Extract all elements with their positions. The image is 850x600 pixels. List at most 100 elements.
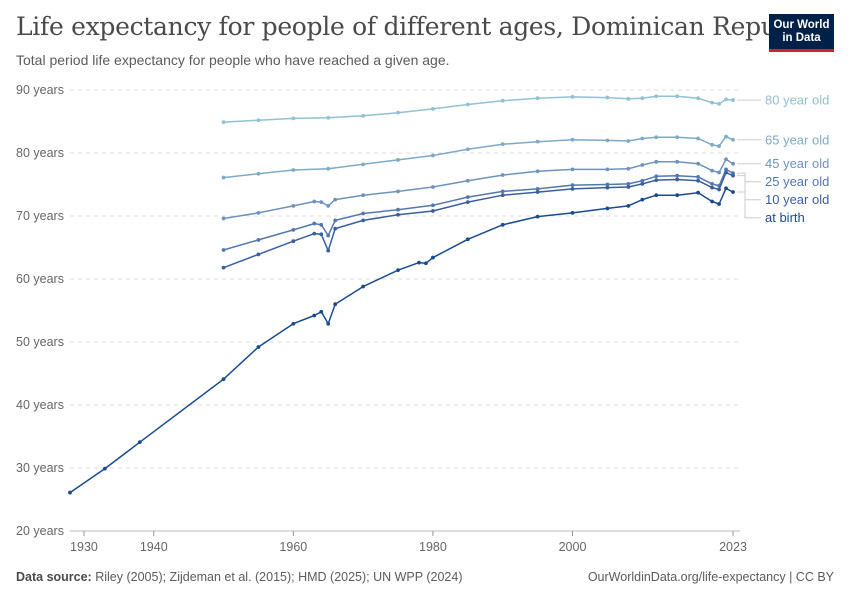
data-point	[256, 118, 261, 123]
data-point	[626, 185, 631, 189]
data-point	[396, 268, 400, 273]
data-point	[724, 167, 728, 172]
data-point	[535, 96, 540, 101]
series-label: 80 year old	[765, 93, 829, 108]
data-point	[724, 134, 728, 139]
data-point	[312, 313, 317, 318]
data-point	[626, 166, 631, 171]
data-point	[465, 147, 470, 152]
data-point	[717, 202, 721, 206]
data-point	[361, 218, 366, 223]
data-point	[361, 113, 366, 118]
data-point	[291, 227, 296, 232]
data-point	[605, 167, 610, 172]
series-line	[69, 187, 734, 494]
data-point	[731, 98, 735, 102]
data-point	[291, 204, 296, 208]
data-point	[68, 490, 72, 495]
data-point	[640, 178, 645, 183]
data-point	[333, 226, 338, 231]
data-point	[724, 157, 728, 162]
data-point	[326, 166, 331, 171]
data-point	[396, 212, 400, 217]
data-point	[431, 185, 435, 189]
credit-link[interactable]: OurWorldinData.org/life-expectancy | CC …	[587, 570, 834, 584]
data-point	[535, 187, 540, 191]
data-point	[319, 232, 324, 237]
data-point	[710, 199, 714, 204]
y-gridlines	[70, 89, 740, 532]
data-point	[221, 377, 226, 382]
data-point	[221, 175, 226, 180]
data-point	[256, 345, 261, 349]
data-source-note: Data source: Riley (2005); Zijdeman et a…	[16, 570, 463, 584]
y-tick-label: 30 years	[16, 461, 64, 475]
data-point	[696, 175, 701, 179]
data-point	[221, 248, 226, 252]
data-point	[326, 321, 331, 326]
data-point	[500, 98, 505, 103]
data-point	[626, 96, 631, 101]
data-point	[396, 189, 400, 194]
data-point	[724, 186, 728, 191]
owid-logo[interactable]: Our World in Data	[769, 14, 834, 52]
data-point	[500, 142, 505, 147]
data-point	[333, 218, 338, 223]
data-point	[291, 239, 296, 244]
data-point	[326, 115, 331, 120]
data-point	[710, 168, 714, 173]
data-point	[319, 309, 324, 314]
data-point	[654, 94, 659, 99]
data-point	[717, 170, 721, 175]
data-point	[640, 181, 645, 186]
data-point	[675, 173, 680, 178]
data-point	[221, 120, 226, 125]
series-line	[223, 95, 734, 123]
data-point	[221, 265, 226, 270]
data-point	[256, 171, 261, 176]
data-point	[675, 94, 680, 99]
data-point	[312, 199, 317, 204]
label-connector	[737, 175, 761, 201]
data-point	[312, 221, 317, 226]
data-point	[626, 204, 631, 208]
data-point	[221, 216, 226, 221]
data-point	[431, 153, 435, 158]
data-point	[654, 174, 659, 179]
data-point	[500, 222, 505, 227]
data-point	[333, 302, 338, 307]
data-point	[535, 169, 540, 174]
data-point	[361, 284, 366, 289]
label-connector	[737, 172, 761, 183]
data-point	[626, 139, 631, 143]
data-point	[465, 178, 470, 183]
x-tick-label: 1930	[70, 540, 98, 554]
data-point	[326, 204, 331, 208]
data-point	[731, 137, 735, 142]
series-line	[223, 158, 734, 220]
x-tick-label: 2023	[719, 540, 747, 554]
data-point	[424, 261, 428, 266]
data-point	[570, 137, 575, 142]
logo-line-2: in Data	[782, 31, 821, 44]
data-point	[605, 182, 610, 187]
data-point	[731, 161, 735, 166]
data-point	[396, 110, 400, 115]
data-point	[291, 116, 296, 121]
data-point	[570, 95, 575, 99]
series-lines	[68, 94, 735, 495]
data-point	[256, 210, 261, 215]
data-point	[675, 159, 680, 164]
data-point	[500, 189, 505, 194]
data-point	[731, 173, 735, 178]
x-tick-label: 2000	[559, 540, 587, 554]
data-point	[675, 193, 680, 198]
data-point	[535, 214, 540, 219]
data-point	[361, 211, 366, 216]
data-point	[256, 252, 261, 257]
y-tick-label: 70 years	[16, 209, 64, 223]
data-point	[333, 197, 338, 202]
data-source-text: Riley (2005); Zijdeman et al. (2015); HM…	[95, 570, 463, 584]
x-tick-label: 1980	[419, 540, 447, 554]
x-axis: 1930 1940 1960 1980 2000 2023	[70, 531, 747, 554]
